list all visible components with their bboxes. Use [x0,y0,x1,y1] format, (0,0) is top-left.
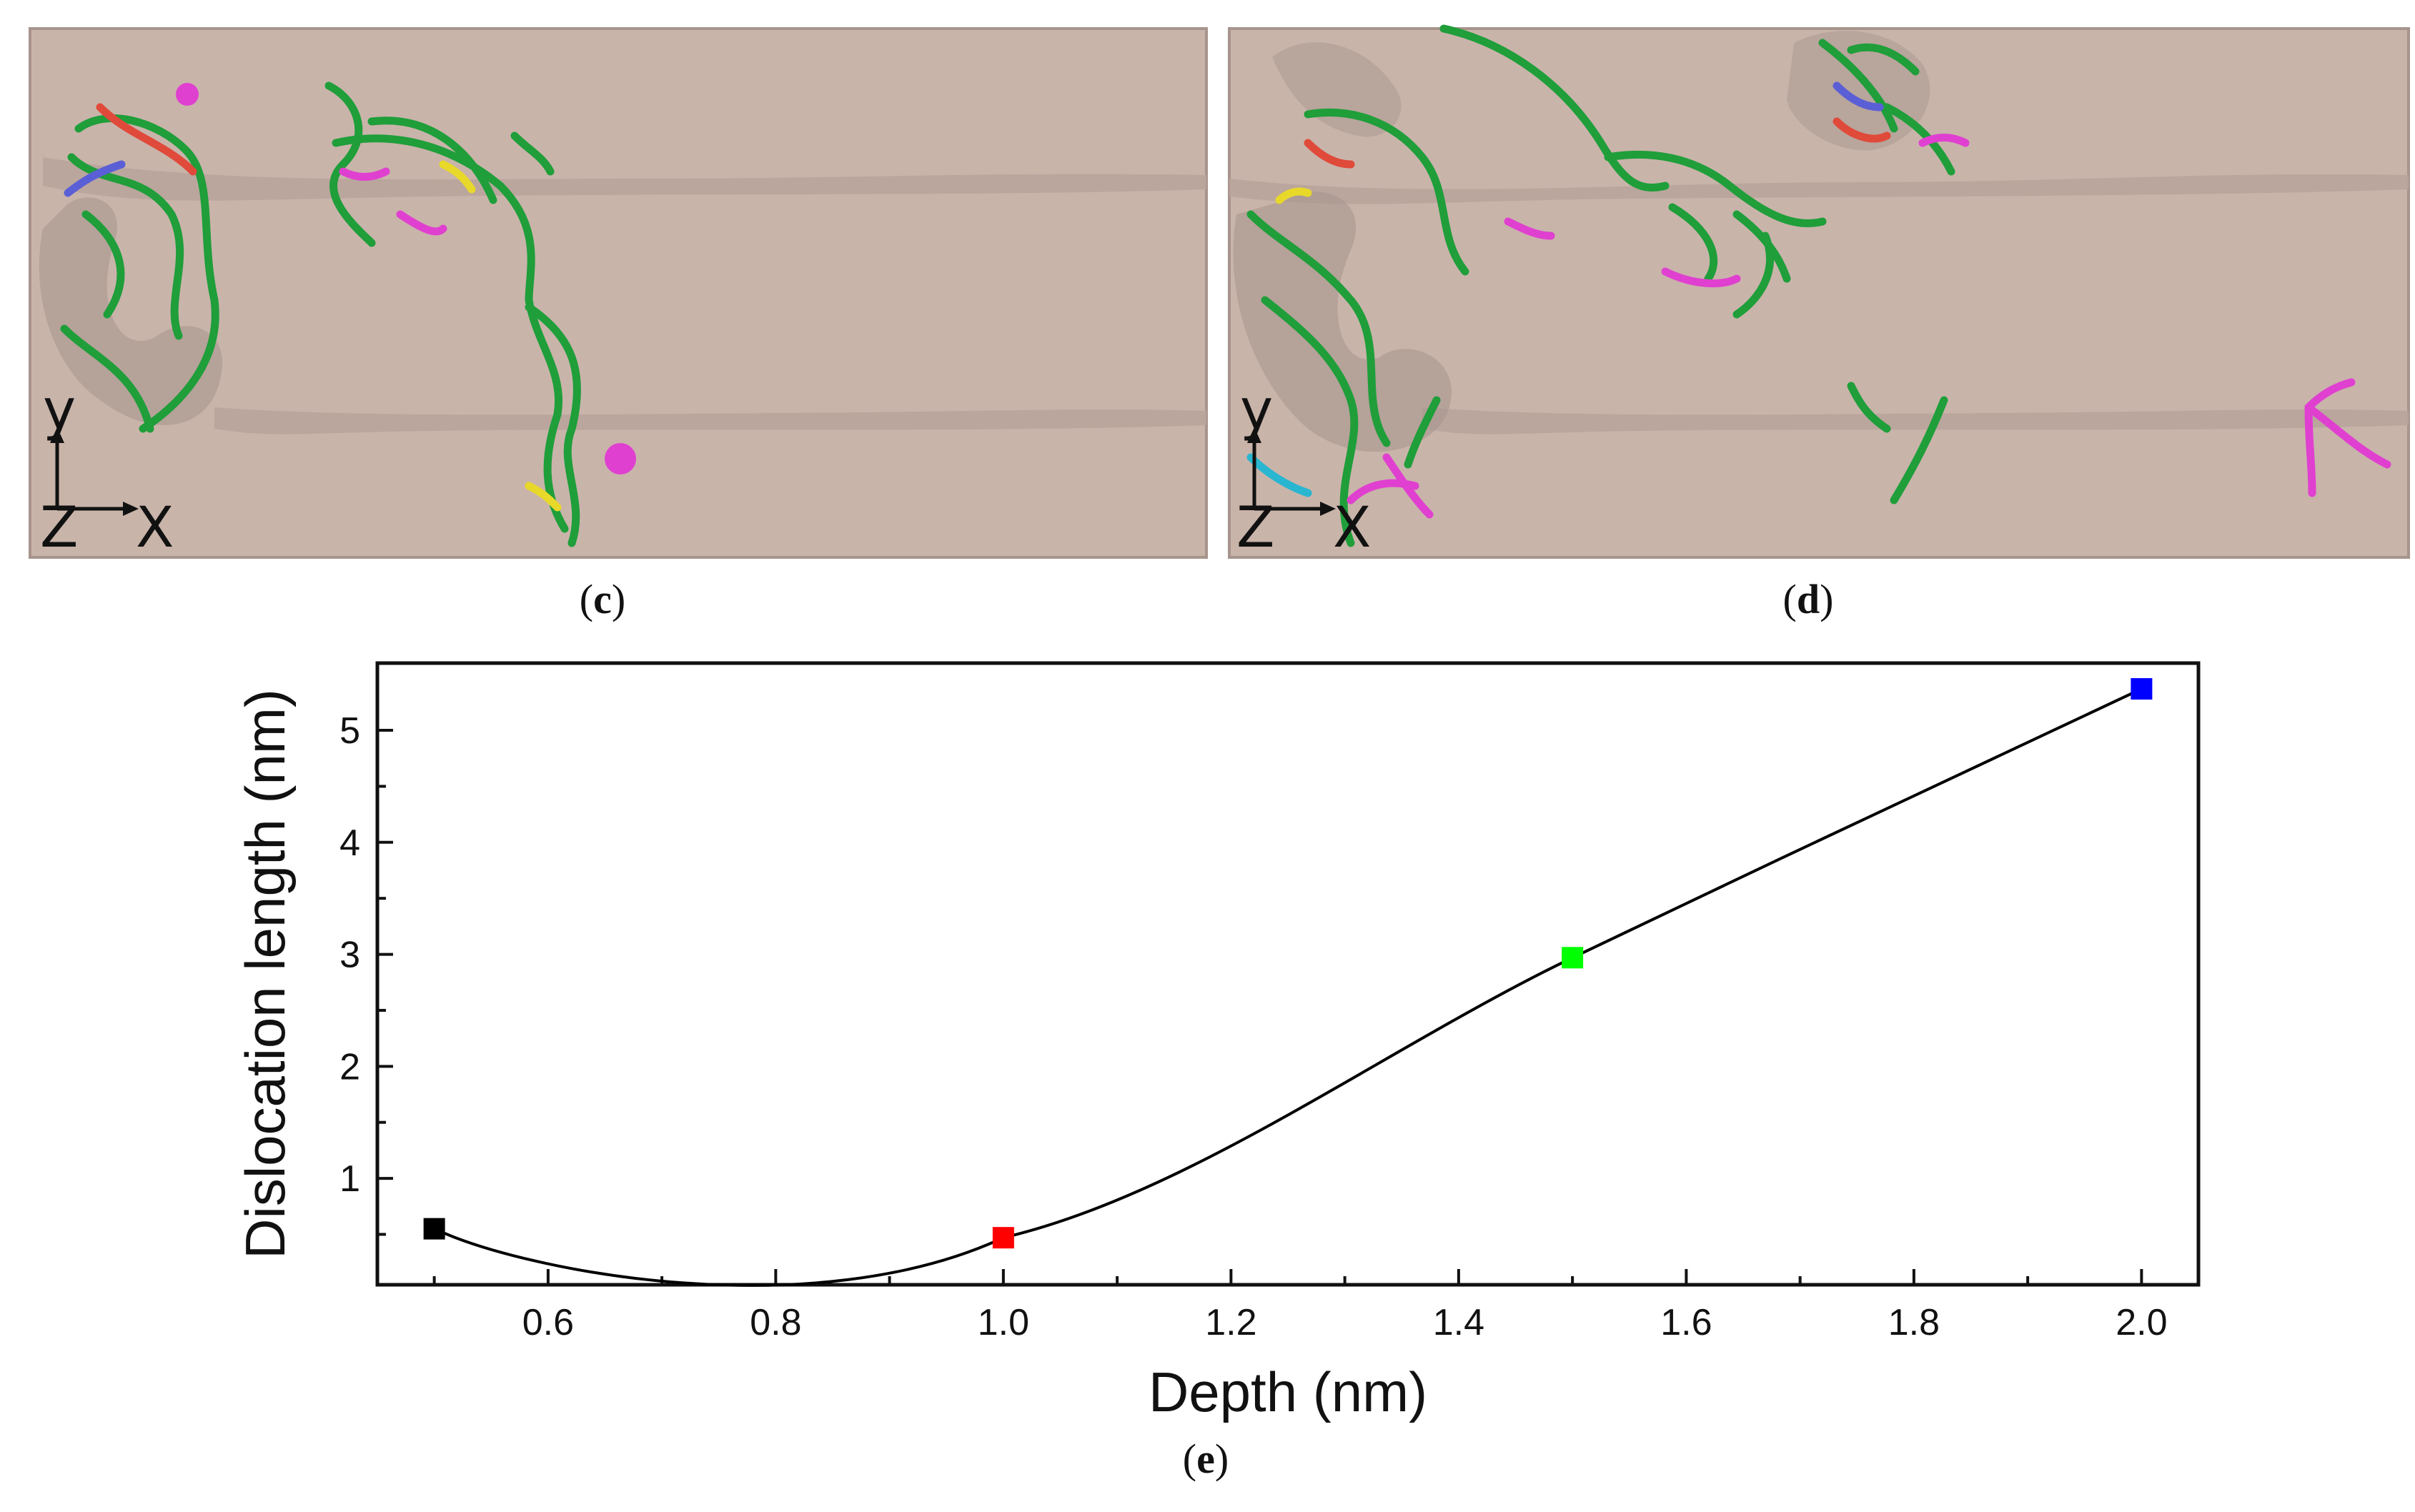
panel-c-dislocation-network [60,81,581,547]
y-axis-ticks: 1 2 3 4 5 [339,710,393,1236]
y-tick-label: 4 [339,822,360,864]
y-tick-label: 5 [339,710,360,752]
x-tick-label: 1.2 [1205,1302,1256,1343]
panel-d-lower-groove [1422,407,2409,434]
x-tick-label: 0.6 [522,1302,574,1343]
y-tick-label: 3 [339,935,360,976]
data-point-marker [992,1227,1014,1249]
panel-d-axis-z-label: Z [1236,496,1274,560]
x-tick-label: 2.0 [2116,1302,2167,1343]
panel-c-caption: (c) [579,576,626,622]
panel-c-precipitate-bottom [605,443,636,474]
panel-d-upper-groove [1229,174,2409,204]
panel-d-dislocation-network [1246,24,2391,547]
panel-d-simulation-image: y Z X [1228,24,2410,560]
panel-d-void-cluster [1233,192,1452,452]
panel-c-void-cluster [39,197,223,425]
data-point-marker [2131,678,2153,700]
panel-d-coordinate-axes: y Z X [1236,378,1371,560]
panel-d-axis-y-label: y [1240,378,1273,442]
panel-c-precipitate-top [176,83,199,106]
y-tick-label: 2 [339,1046,360,1088]
data-point-marker [423,1218,445,1240]
data-point-marker [1562,947,1584,969]
x-tick-label: 1.4 [1433,1302,1484,1343]
panel-d-caption-letter: d [1796,576,1820,622]
x-tick-label: 0.8 [750,1302,801,1343]
series-line [433,687,2143,1287]
x-tick-label: 1.8 [1888,1302,1940,1343]
panel-d-void-cluster-top [1272,42,1402,137]
y-tick-label: 1 [339,1158,360,1200]
y-axis-title: Dislocation length (nm) [234,689,297,1259]
panel-c-axis-x-label: X [136,496,174,560]
panel-d-axis-x-label: X [1333,496,1371,560]
panel-c-lower-groove [214,407,1206,434]
panel-c-axis-y-label: y [43,378,76,442]
panel-e-caption: (e) [1182,1436,1229,1482]
plot-frame [375,661,2201,1287]
x-axis-ticks: 0.6 0.8 1.0 1.2 1.4 1.6 1.8 2.0 [432,1269,2168,1343]
panel-c-axis-z-label: Z [40,496,78,560]
panel-d-caption: (d) [1782,576,1834,622]
x-axis-title: Depth (nm) [1149,1361,1427,1423]
panel-c-caption-letter: c [593,576,612,622]
x-tick-label: 1.0 [978,1302,1029,1343]
panel-c-simulation-image: y Z X [29,27,1208,560]
x-tick-label: 1.6 [1660,1302,1712,1343]
series-markers [423,678,2153,1249]
panel-e-caption-letter: e [1196,1436,1215,1482]
panel-c-coordinate-axes: y Z X [40,378,174,560]
